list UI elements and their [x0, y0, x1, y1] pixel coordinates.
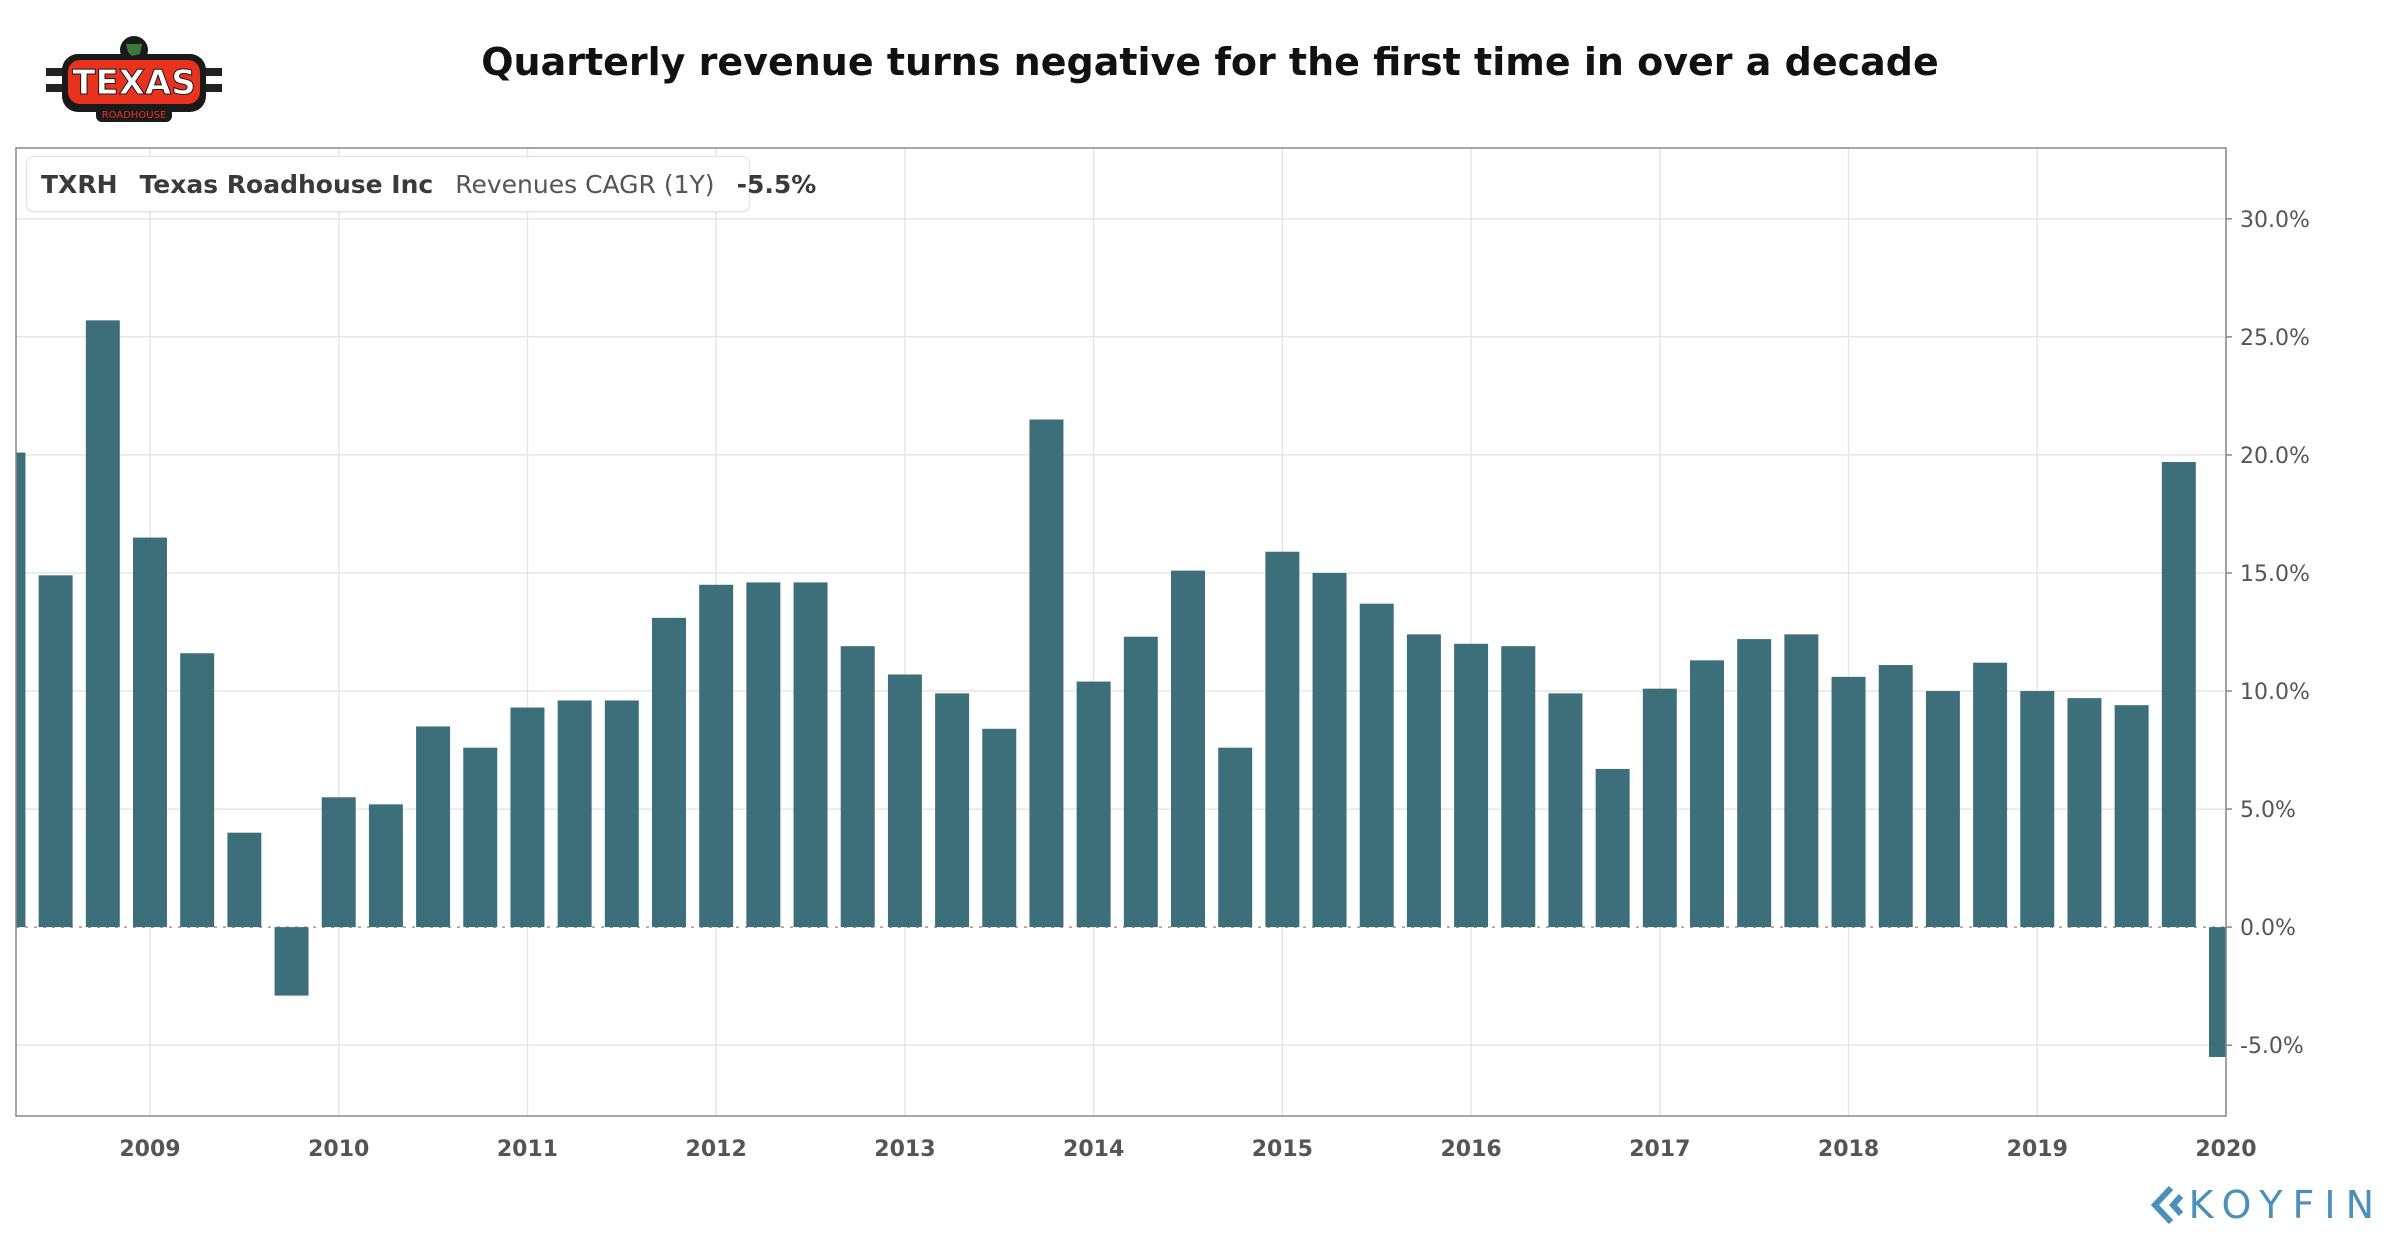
x-tick-label: 2012: [686, 1137, 747, 1162]
bar: [1548, 693, 1583, 928]
x-tick-label: 2016: [1440, 1137, 1501, 1162]
x-tick-label: 2018: [1818, 1137, 1879, 1162]
x-tick-label: 2014: [1063, 1137, 1124, 1162]
bar: [180, 653, 215, 928]
bar: [1831, 676, 1866, 928]
x-tick-label: 2019: [2007, 1137, 2068, 1162]
koyfin-watermark: KOYFIN: [2143, 1182, 2384, 1228]
watermark-text: KOYFIN: [2188, 1183, 2384, 1227]
bar: [2209, 927, 2226, 1057]
bar: [2067, 698, 2102, 928]
bar: [133, 537, 167, 928]
bar: [1029, 419, 1064, 928]
bar: [416, 726, 451, 928]
bars: [16, 320, 2226, 1057]
bar: [1123, 636, 1158, 928]
y-tick-label: 0.0%: [2240, 916, 2296, 941]
bar: [321, 797, 356, 928]
bar: [1265, 551, 1300, 928]
chart-title: Quarterly revenue turns negative for the…: [481, 40, 1939, 84]
bar: [1359, 603, 1394, 928]
logo-sub-text: ROADHOUSE: [102, 110, 167, 121]
bar: [2161, 462, 2196, 928]
x-tick-label: 2017: [1629, 1137, 1690, 1162]
x-tick-label: 2013: [874, 1137, 935, 1162]
legend-company: Texas Roadhouse Inc: [139, 169, 434, 199]
y-tick-label: 25.0%: [2240, 326, 2310, 351]
legend-value: -5.5%: [736, 169, 817, 199]
bar: [604, 700, 639, 928]
bar: [1312, 572, 1347, 928]
bar: [368, 804, 403, 928]
y-tick-label: 5.0%: [2240, 798, 2296, 823]
bar: [1454, 643, 1489, 928]
bar: [1642, 688, 1677, 928]
texas-roadhouse-logo: TEXAS ROADHOUSE: [44, 34, 224, 130]
grid-lines: [16, 148, 2227, 1116]
bar: [1406, 634, 1441, 928]
bar: [227, 832, 262, 928]
logo-brand-text: TEXAS: [72, 63, 195, 103]
bar: [2020, 691, 2055, 928]
bar: [1878, 665, 1913, 928]
x-tick-label: 2015: [1252, 1137, 1313, 1162]
bar: [793, 582, 828, 928]
bar: [274, 927, 309, 996]
bar: [652, 617, 686, 928]
bar: [982, 728, 1017, 928]
legend-metric: Revenues CAGR (1Y): [455, 169, 715, 199]
bar: [463, 747, 498, 928]
y-tick-label: -5.0%: [2240, 1034, 2304, 1059]
bar: [85, 320, 120, 928]
bar: [1925, 691, 1960, 928]
bar: [1076, 681, 1111, 928]
x-tick-label: 2010: [308, 1137, 369, 1162]
bar: [1595, 768, 1630, 928]
bar: [1737, 639, 1772, 928]
x-tick-label: 2020: [2195, 1137, 2256, 1162]
bar: [1501, 646, 1536, 928]
bar: [1171, 570, 1205, 928]
y-tick-label: 20.0%: [2240, 444, 2310, 469]
koyfin-chevron-icon: [2150, 1185, 2183, 1225]
y-tick-label: 30.0%: [2240, 208, 2310, 233]
series-legend[interactable]: TXRH Texas Roadhouse Inc Revenues CAGR (…: [26, 156, 816, 212]
bar: [1218, 747, 1253, 928]
bar: [510, 707, 545, 928]
x-tick-label: 2011: [497, 1137, 558, 1162]
bar: [746, 582, 781, 928]
bar: [840, 646, 875, 928]
x-tick-label: 2009: [119, 1137, 180, 1162]
plot-frame: [15, 147, 2227, 1117]
bar: [557, 700, 592, 928]
bar: [1690, 660, 1724, 928]
bar: [887, 674, 922, 928]
bar: [1973, 662, 2008, 928]
bar: [2114, 705, 2149, 928]
legend-ticker: TXRH: [41, 169, 118, 199]
bar: [935, 693, 970, 928]
bar: [699, 584, 734, 928]
bar: [1784, 634, 1819, 928]
axes: 30.0% 25.0% 20.0% 15.0% 10.0% 5.0% 0.0% -5.0% 20…: [119, 208, 2310, 1162]
y-tick-label: 10.0%: [2240, 680, 2310, 705]
y-tick-label: 15.0%: [2240, 562, 2310, 587]
bar: [38, 575, 73, 928]
bar: [16, 452, 26, 928]
